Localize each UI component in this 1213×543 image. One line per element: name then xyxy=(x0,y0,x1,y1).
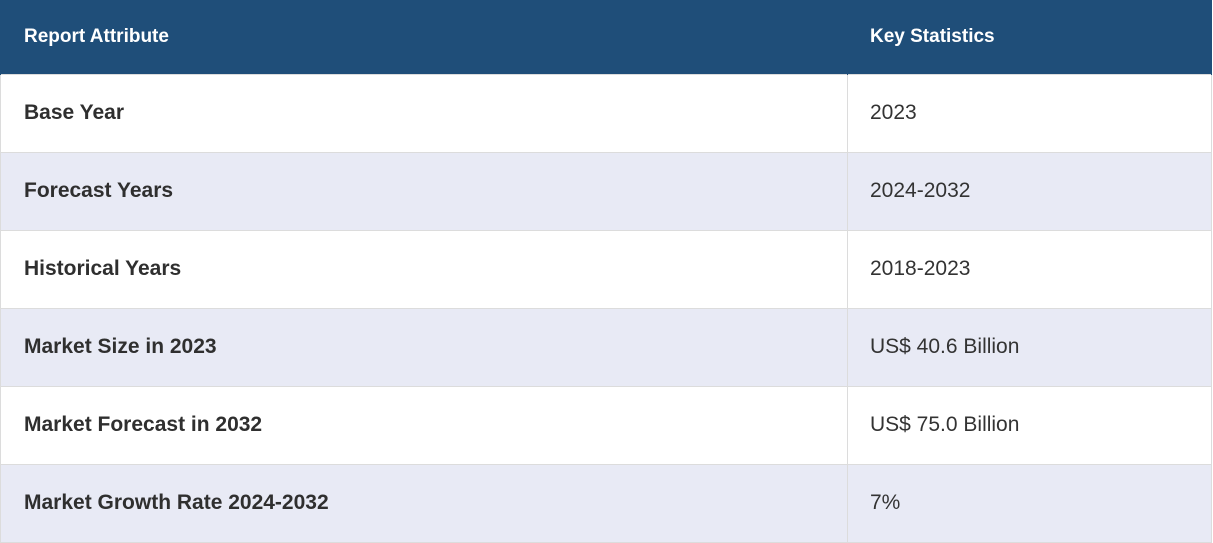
table-row: Market Growth Rate 2024-2032 7% xyxy=(0,463,1212,543)
table-row: Market Size in 2023 US$ 40.6 Billion xyxy=(0,307,1212,387)
row-value: 7% xyxy=(847,463,1212,543)
header-key-statistics: Key Statistics xyxy=(847,0,1212,74)
row-value: 2023 xyxy=(847,73,1212,153)
table-header: Report Attribute Key Statistics xyxy=(0,0,1212,74)
row-value: US$ 75.0 Billion xyxy=(847,385,1212,465)
row-attribute: Market Size in 2023 xyxy=(0,307,848,387)
table-row: Historical Years 2018-2023 xyxy=(0,229,1212,309)
header-row: Report Attribute Key Statistics xyxy=(0,0,1212,74)
table-row: Base Year 2023 xyxy=(0,73,1212,153)
row-value: US$ 40.6 Billion xyxy=(847,307,1212,387)
table-row: Forecast Years 2024-2032 xyxy=(0,151,1212,231)
row-attribute: Forecast Years xyxy=(0,151,848,231)
row-attribute: Historical Years xyxy=(0,229,848,309)
row-attribute: Base Year xyxy=(0,73,848,153)
table-body: Base Year 2023 Forecast Years 2024-2032 … xyxy=(0,73,1212,543)
row-attribute: Market Forecast in 2032 xyxy=(0,385,848,465)
row-value: 2018-2023 xyxy=(847,229,1212,309)
header-report-attribute: Report Attribute xyxy=(0,0,848,74)
row-attribute: Market Growth Rate 2024-2032 xyxy=(0,463,848,543)
row-value: 2024-2032 xyxy=(847,151,1212,231)
table-row: Market Forecast in 2032 US$ 75.0 Billion xyxy=(0,385,1212,465)
